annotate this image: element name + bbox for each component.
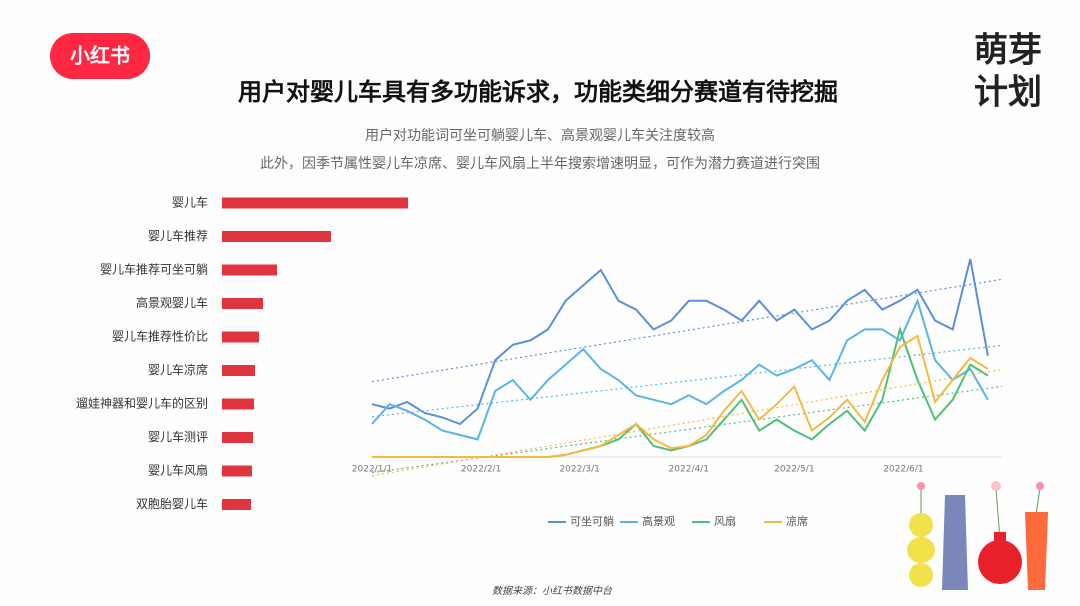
trend-line	[371, 278, 1003, 383]
x-tick-label: 2022/6/1	[883, 465, 923, 475]
series-line	[371, 258, 989, 426]
x-tick-label: 2022/3/1	[559, 465, 599, 475]
legend-label: 凉席	[786, 514, 808, 528]
bar	[222, 465, 252, 477]
bar	[222, 298, 263, 309]
series-line	[372, 334, 989, 458]
subtitle: 此外，因季节属性婴儿车凉席、婴儿车风扇上半年搜索增速明显，可作为潜力赛道进行突围	[260, 155, 820, 172]
category-label: 婴儿车凉席	[148, 362, 208, 377]
bar	[222, 365, 255, 376]
trend-line	[371, 344, 1003, 418]
category-label: 高景观婴儿车	[136, 295, 208, 310]
subtitle: 用户对功能词可坐可躺婴儿车、高景观婴儿车关注度较高	[365, 127, 715, 144]
bar	[222, 264, 277, 276]
legend-label: 高景观	[642, 514, 675, 528]
trend-line	[371, 369, 1003, 477]
title: 用户对婴儿车具有多功能诉求，功能类细分赛道有待挖掘	[238, 78, 838, 106]
x-tick-label: 2022/5/1	[774, 465, 814, 475]
vases	[907, 481, 1048, 590]
x-tick-label: 2022/2/1	[461, 465, 501, 475]
source: 数据来源：小红书数据中台	[492, 585, 613, 597]
bar	[222, 432, 253, 443]
logo: 小红书	[70, 44, 130, 68]
logo-badge	[50, 33, 150, 79]
category-label: 婴儿车	[172, 195, 208, 210]
category-label: 婴儿车推荐性价比	[112, 329, 208, 344]
category-label: 婴儿车风扇	[148, 463, 208, 478]
category-label: 双胞胎婴儿车	[136, 496, 208, 511]
category-label: 婴儿车推荐可坐可躺	[100, 262, 208, 277]
series-line	[371, 297, 989, 441]
bar	[222, 197, 408, 209]
legend-label: 风扇	[714, 514, 736, 528]
x-tick-label: 2022/4/1	[669, 465, 709, 475]
legend-label: 可坐可躺	[570, 514, 614, 528]
x-tick-label: 2022/1/1	[352, 465, 392, 475]
bar	[222, 231, 331, 242]
brand: 计划	[974, 73, 1042, 113]
category-label: 婴儿车测评	[148, 429, 208, 444]
bar	[222, 499, 251, 510]
series-line	[372, 325, 989, 458]
bar	[222, 398, 254, 410]
category-label: 遛娃神器和婴儿车的区别	[76, 396, 208, 411]
bar	[222, 331, 259, 343]
category-label: 婴儿车推荐	[148, 228, 208, 243]
brand: 萌芽	[974, 31, 1042, 71]
